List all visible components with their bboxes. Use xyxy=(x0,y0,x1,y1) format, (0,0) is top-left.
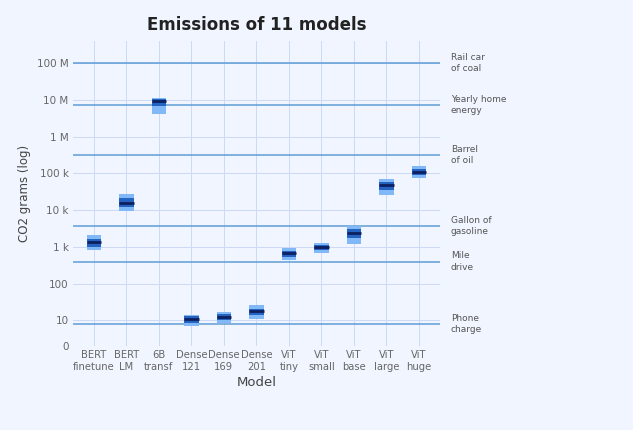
Bar xyxy=(314,246,329,250)
Bar xyxy=(87,239,101,247)
Text: Mile
drive: Mile drive xyxy=(451,252,474,272)
Bar xyxy=(151,98,166,114)
Bar xyxy=(282,248,296,261)
Bar xyxy=(346,229,361,238)
Text: Barrel
of oil: Barrel of oil xyxy=(451,145,478,165)
Bar xyxy=(282,251,296,257)
Bar xyxy=(119,198,134,207)
Bar xyxy=(314,243,329,253)
Bar xyxy=(379,179,394,195)
Bar xyxy=(184,314,199,326)
Bar xyxy=(119,194,134,211)
Bar xyxy=(346,227,361,244)
Bar xyxy=(249,309,264,315)
X-axis label: Model: Model xyxy=(236,376,277,389)
Bar xyxy=(249,305,264,319)
Text: Yearly home
energy: Yearly home energy xyxy=(451,95,506,115)
Bar xyxy=(216,311,231,323)
Text: Gallon of
gasoline: Gallon of gasoline xyxy=(451,215,492,236)
Bar xyxy=(151,99,166,106)
Bar xyxy=(411,166,426,178)
Bar xyxy=(184,316,199,323)
Text: Phone
charge: Phone charge xyxy=(451,314,482,334)
Y-axis label: CO2 grams (log): CO2 grams (log) xyxy=(18,145,31,242)
Bar xyxy=(87,235,101,250)
Title: Emissions of 11 models: Emissions of 11 models xyxy=(147,16,366,34)
Bar xyxy=(411,169,426,175)
Bar xyxy=(379,182,394,190)
Bar xyxy=(216,314,231,320)
Text: Rail car
of coal: Rail car of coal xyxy=(451,53,485,73)
